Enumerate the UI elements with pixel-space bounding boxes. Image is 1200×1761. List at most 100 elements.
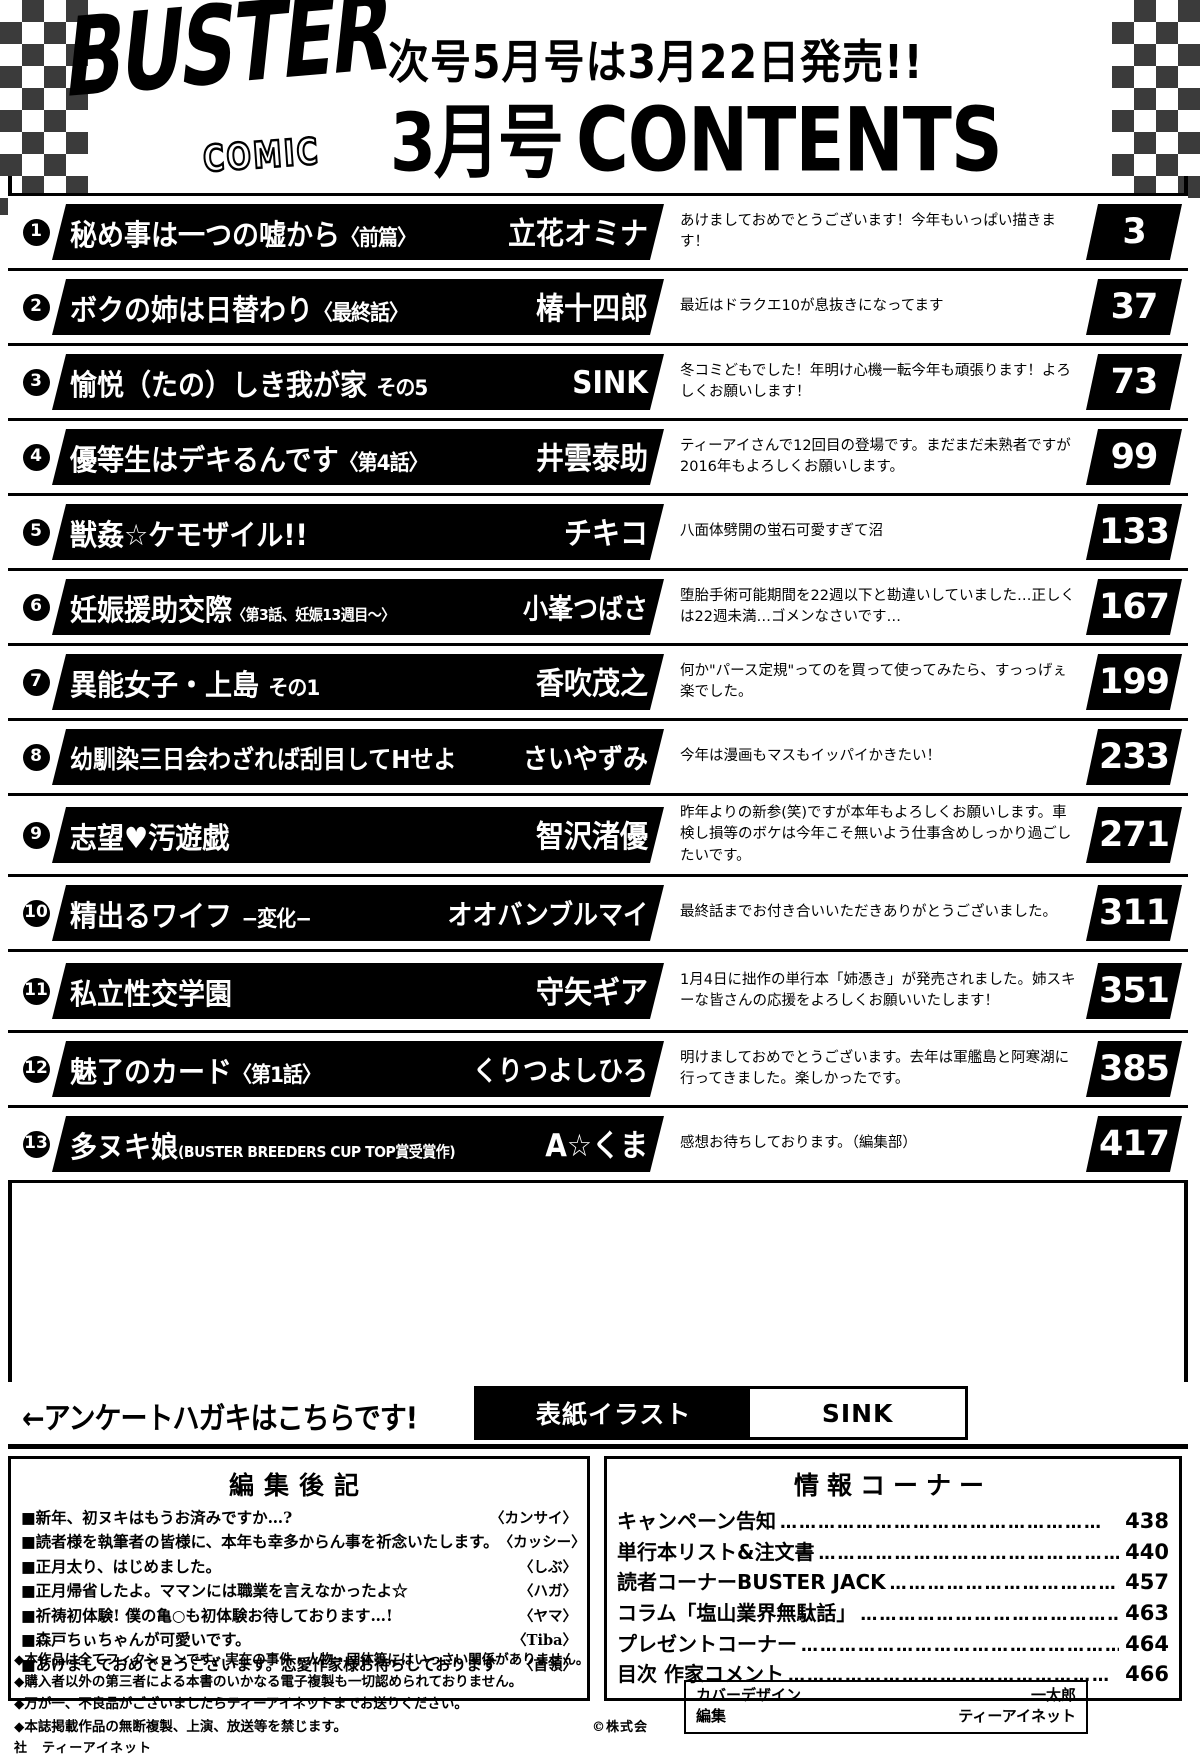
entry-title-main: 志望♥汚遊戯	[70, 821, 230, 855]
info-corner-title: 情報コーナー	[793, 1471, 992, 1500]
entry-number-badge: 8	[22, 743, 50, 771]
entry-page: 385	[1086, 1041, 1182, 1097]
table-row[interactable]: 2 ボクの姉は日替わり〈最終話〉 椿十四郎 最近はドラクエ10が息抜きになってま…	[8, 268, 1188, 346]
info-corner-item[interactable]: プレゼントコーナー …………………………………………… 464	[617, 1629, 1169, 1660]
contents-heading: 3月号 CONTENTS	[390, 78, 1003, 195]
table-row[interactable]: 10 精出るワイフ −変化− オオバンブルマイ 最終話までお付き合いいただきあり…	[8, 874, 1188, 952]
entry-title-main: 魅了のカード	[70, 1055, 232, 1089]
entry-author: 立花オミナ	[507, 215, 648, 252]
entry-title: 愉悦（たの）しき我が家 その5	[70, 361, 427, 403]
info-corner-item-page: 457	[1125, 1570, 1169, 1595]
entry-title: 幼馴染三日会わざれば刮目してHせよ	[70, 739, 457, 776]
credits-box: カバーデザイン 一太郎 編集 ティーアイネット	[684, 1680, 1088, 1734]
editorial-line: ■祈祷初体験! 僕の亀○も初体験お待しております…! 〈ヤマ〉	[21, 1604, 577, 1628]
entry-number-badge: 9	[22, 821, 50, 849]
disclaimer-line: ◆万が一、不良品がございましたらティーアイネットまでお送りください。	[14, 1695, 468, 1712]
disclaimer-line: ◆本誌掲載作品の無断複製、上演、放送等を禁じます。	[14, 1718, 348, 1735]
entry-author: 守矢ギア	[535, 974, 648, 1011]
entry-title: 魅了のカード〈第1話〉	[70, 1048, 321, 1090]
cover-illustration-artist: SINK	[750, 1389, 965, 1437]
editorial-line-signature: 〈ハガ〉	[519, 1583, 577, 1601]
table-row[interactable]: 4 優等生はデキるんです〈第4話〉 井雲泰助 ティーアイさんで12回目の登場です…	[8, 418, 1188, 496]
table-row[interactable]: 12 魅了のカード〈第1話〉 くりつよしひろ 明けましておめでとうございます。去…	[8, 1030, 1188, 1108]
entry-number-badge: 13	[22, 1130, 50, 1158]
entry-title: 獣姦☆ケモザイル!!	[70, 511, 308, 553]
entry-title-bar: 優等生はデキるんです〈第4話〉 井雲泰助	[52, 429, 664, 485]
entry-author: A☆くま	[545, 1127, 648, 1164]
info-corner-item[interactable]: キャンペーン告知 …………………………………………… 438	[617, 1506, 1169, 1537]
entry-page: 3	[1086, 204, 1182, 260]
table-row[interactable]: 6 妊娠援助交際〈第3話、妊娠13週目〜〉 小峯つばさ 堕胎手術可能期間を22週…	[8, 568, 1188, 646]
leader-dots: ……………………………………………	[780, 1513, 1103, 1533]
entry-author: 智沢渚優	[535, 818, 648, 855]
entry-title-sub: 〈最終話〉	[313, 298, 408, 325]
entry-comment: 何か"パース定規"ってのを買って使ってみたら、すっっげぇ楽でした。	[680, 662, 1067, 700]
info-corner-item[interactable]: 単行本リスト&注文書 …………………………………………… 440	[617, 1537, 1169, 1568]
entry-title: 妊娠援助交際〈第3話、妊娠13週目〜〉	[70, 586, 395, 628]
editorial-line: ■正月太り、はじめました。 〈しぶ〉	[21, 1555, 577, 1579]
table-row[interactable]: 13 多ヌキ娘(BUSTER BREEDERS CUP TOP賞受賞作) A☆く…	[8, 1105, 1188, 1183]
entry-title-main: 精出るワイフ	[70, 899, 232, 933]
entry-title-main: 妊娠援助交際	[70, 593, 232, 627]
entry-comment: 冬コミどもでした！年明け心機一転今年も頑張ります！よろしくお願いします！	[680, 362, 1071, 400]
entry-comment: 八面体劈開の蛍石可愛すぎて沼	[680, 523, 883, 540]
credit-row: カバーデザイン 一太郎	[696, 1685, 1076, 1706]
cover-illustration-box: 表紙イラスト SINK	[474, 1386, 968, 1440]
editorial-line-text: ■あけましておめでとうございます。恋愛作家様お待ちしております	[21, 1654, 498, 1674]
masthead: BUSTER COMIC 次号5月号は3月22日発売!! 3月号 CONTENTS	[0, 0, 1200, 200]
table-row[interactable]: 3 愉悦（たの）しき我が家 その5 SINK 冬コミどもでした！年明け心機一転今…	[8, 343, 1188, 421]
info-corner-item-page: 463	[1125, 1600, 1169, 1625]
info-corner-panel: 情報コーナー キャンペーン告知 …………………………………………… 438 単行…	[604, 1456, 1182, 1701]
credit-label: カバーデザイン	[696, 1686, 802, 1704]
entry-author: 小峯つばさ	[522, 592, 648, 625]
entry-title-main: 愉悦（たの）しき我が家	[70, 368, 367, 402]
entry-number-badge: 2	[22, 293, 50, 321]
info-corner-item-label: 読者コーナーBUSTER JACK	[617, 1570, 886, 1595]
editorial-line: ■あけましておめでとうございます。恋愛作家様お待ちしております 〈首領〉	[21, 1653, 577, 1677]
table-row[interactable]: 9 志望♥汚遊戯 智沢渚優 昨年よりの新参(笑)ですが本年もよろしくお願いします…	[8, 793, 1188, 877]
credit-spacer	[726, 1706, 958, 1727]
info-corner-item-page: 440	[1125, 1539, 1169, 1564]
entry-title-sub: その1	[268, 673, 320, 700]
info-corner-item[interactable]: 読者コーナーBUSTER JACK …………………………………………… 457	[617, 1567, 1169, 1598]
entry-author: さいやずみ	[522, 742, 648, 775]
entry-page: 417	[1086, 1116, 1182, 1172]
entry-title-bar: 妊娠援助交際〈第3話、妊娠13週目〜〉 小峯つばさ	[52, 579, 664, 635]
entry-author: SINK	[572, 363, 648, 401]
entry-title-main: 多ヌキ娘	[70, 1130, 178, 1164]
entry-number: 2	[8, 293, 52, 321]
entry-title-sub: 〈第1話〉	[232, 1060, 321, 1087]
entry-number: 12	[8, 1055, 52, 1083]
editorial-line: ■正月帰省したよ。ママンには職業を言えなかったよ☆ 〈ハガ〉	[21, 1579, 577, 1603]
info-corner-item-page: 466	[1125, 1662, 1169, 1687]
info-corner-item[interactable]: コラム「塩山業界無駄話」 …………………………………………… 463	[617, 1598, 1169, 1629]
logo-buster-text: BUSTER	[59, 0, 397, 123]
info-corner-item-page: 464	[1125, 1631, 1169, 1656]
table-row[interactable]: 5 獣姦☆ケモザイル!! チキコ 八面体劈開の蛍石可愛すぎて沼 133	[8, 493, 1188, 571]
issue-month: 3月号	[390, 96, 564, 191]
table-row[interactable]: 11 私立性交学園 守矢ギア 1月4日に拙作の単行本「姉憑き」が発売されました。…	[8, 949, 1188, 1033]
entry-number-badge: 7	[22, 668, 50, 696]
table-row[interactable]: 8 幼馴染三日会わざれば刮目してHせよ さいやずみ 今年は漫画もマスもイッパイか…	[8, 718, 1188, 796]
entry-comment: 最近はドラクエ10が息抜きになってます	[680, 298, 944, 315]
checker-pattern-left	[0, 0, 88, 215]
entry-number-badge: 6	[22, 593, 50, 621]
entry-title: 秘め事は一つの嘘から〈前篇〉	[70, 211, 416, 253]
entry-title-sub: 〈第4話〉	[338, 448, 428, 475]
entry-title-bar: ボクの姉は日替わり〈最終話〉 椿十四郎	[52, 279, 664, 335]
entry-title-main: 優等生はデキるんです	[70, 443, 339, 477]
entry-number-badge: 10	[22, 899, 50, 927]
info-corner-item-label: 単行本リスト&注文書	[617, 1539, 815, 1564]
entry-number: 13	[8, 1130, 52, 1158]
entry-number: 3	[8, 368, 52, 396]
entry-page: 311	[1086, 885, 1182, 941]
entry-title: ボクの姉は日替わり〈最終話〉	[70, 286, 408, 328]
table-row[interactable]: 7 異能女子・上島 その1 香吹茂之 何か"パース定規"ってのを買って使ってみた…	[8, 643, 1188, 721]
editorial-line-text: ■正月帰省したよ。ママンには職業を言えなかったよ☆	[21, 1581, 408, 1601]
table-row[interactable]: 1 秘め事は一つの嘘から〈前篇〉 立花オミナ あけましておめでとうございます！今…	[8, 193, 1188, 271]
entry-title-bar: 異能女子・上島 その1 香吹茂之	[52, 654, 664, 710]
entry-title: 精出るワイフ −変化−	[70, 892, 311, 934]
entry-title: 志望♥汚遊戯	[70, 814, 229, 856]
entry-page: 351	[1086, 963, 1182, 1019]
entry-title-bar: 多ヌキ娘(BUSTER BREEDERS CUP TOP賞受賞作) A☆くま	[52, 1116, 664, 1172]
